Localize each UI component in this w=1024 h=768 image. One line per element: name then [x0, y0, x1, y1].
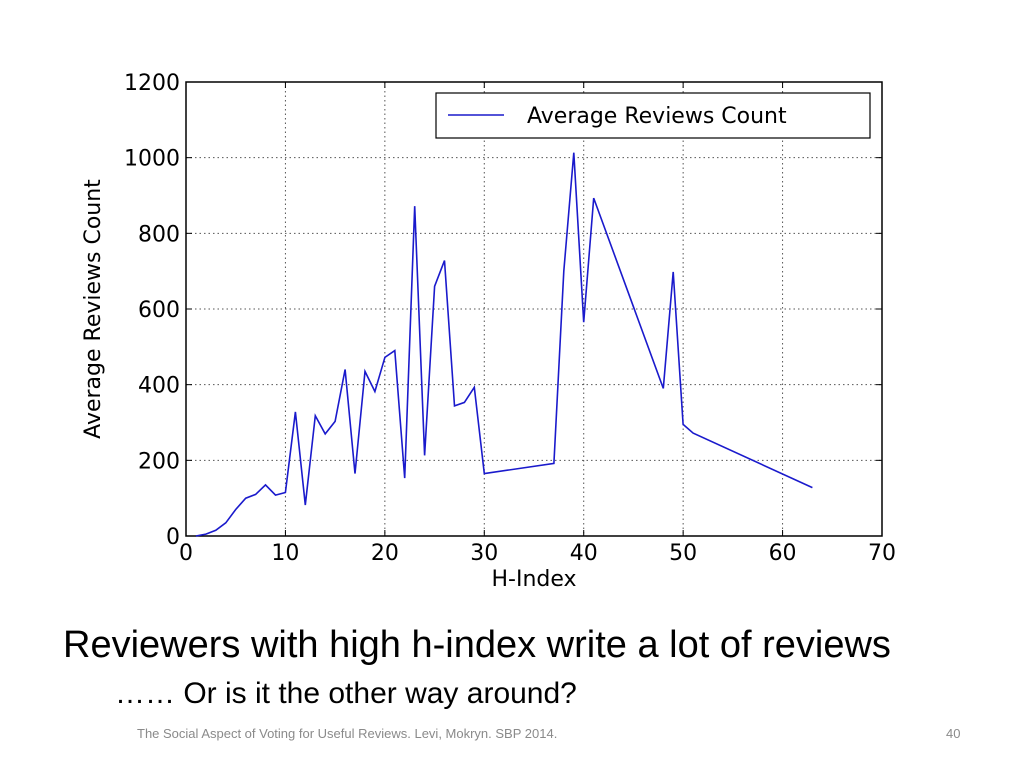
x-tick-label: 40: [570, 541, 598, 566]
slide-subline: …… Or is it the other way around?: [115, 677, 577, 710]
slide-page-number: 40: [946, 726, 961, 741]
x-tick-label: 60: [769, 541, 797, 566]
slide-footer-citation: The Social Aspect of Voting for Useful R…: [137, 726, 558, 741]
y-tick-label: 600: [138, 298, 180, 323]
y-tick-label: 400: [138, 374, 180, 399]
axis-ticks: [185, 81, 883, 537]
y-tick-label: 800: [138, 222, 180, 247]
x-axis-title: H-Index: [491, 567, 576, 592]
chart-legend: Average Reviews Count: [435, 92, 871, 139]
x-tick-label: 10: [271, 541, 299, 566]
legend-box: [435, 92, 871, 139]
slide-headline: Reviewers with high h-index write a lot …: [63, 624, 891, 666]
x-tick-label: 70: [868, 541, 896, 566]
y-tick-label: 1000: [124, 147, 180, 172]
y-tick-label: 1200: [124, 71, 180, 96]
axis-tick-labels: 0 10 20 30 40 50 60 70 0 200 400 600 800 1000 1200: [124, 71, 896, 566]
chart-gridlines: [186, 82, 882, 536]
x-tick-label: 20: [371, 541, 399, 566]
y-tick-label: 0: [166, 525, 180, 550]
y-tick-label: 200: [138, 449, 180, 474]
x-tick-label: 0: [179, 541, 193, 566]
series-line-average-reviews-count: [195, 152, 813, 537]
legend-label: Average Reviews Count: [527, 104, 787, 129]
x-tick-label: 30: [470, 541, 498, 566]
x-tick-label: 50: [669, 541, 697, 566]
y-axis-title: Average Reviews Count: [81, 179, 106, 439]
line-chart: 0 10 20 30 40 50 60 70 0 200 400 600 800 1000 1200 Ave…: [81, 71, 896, 592]
